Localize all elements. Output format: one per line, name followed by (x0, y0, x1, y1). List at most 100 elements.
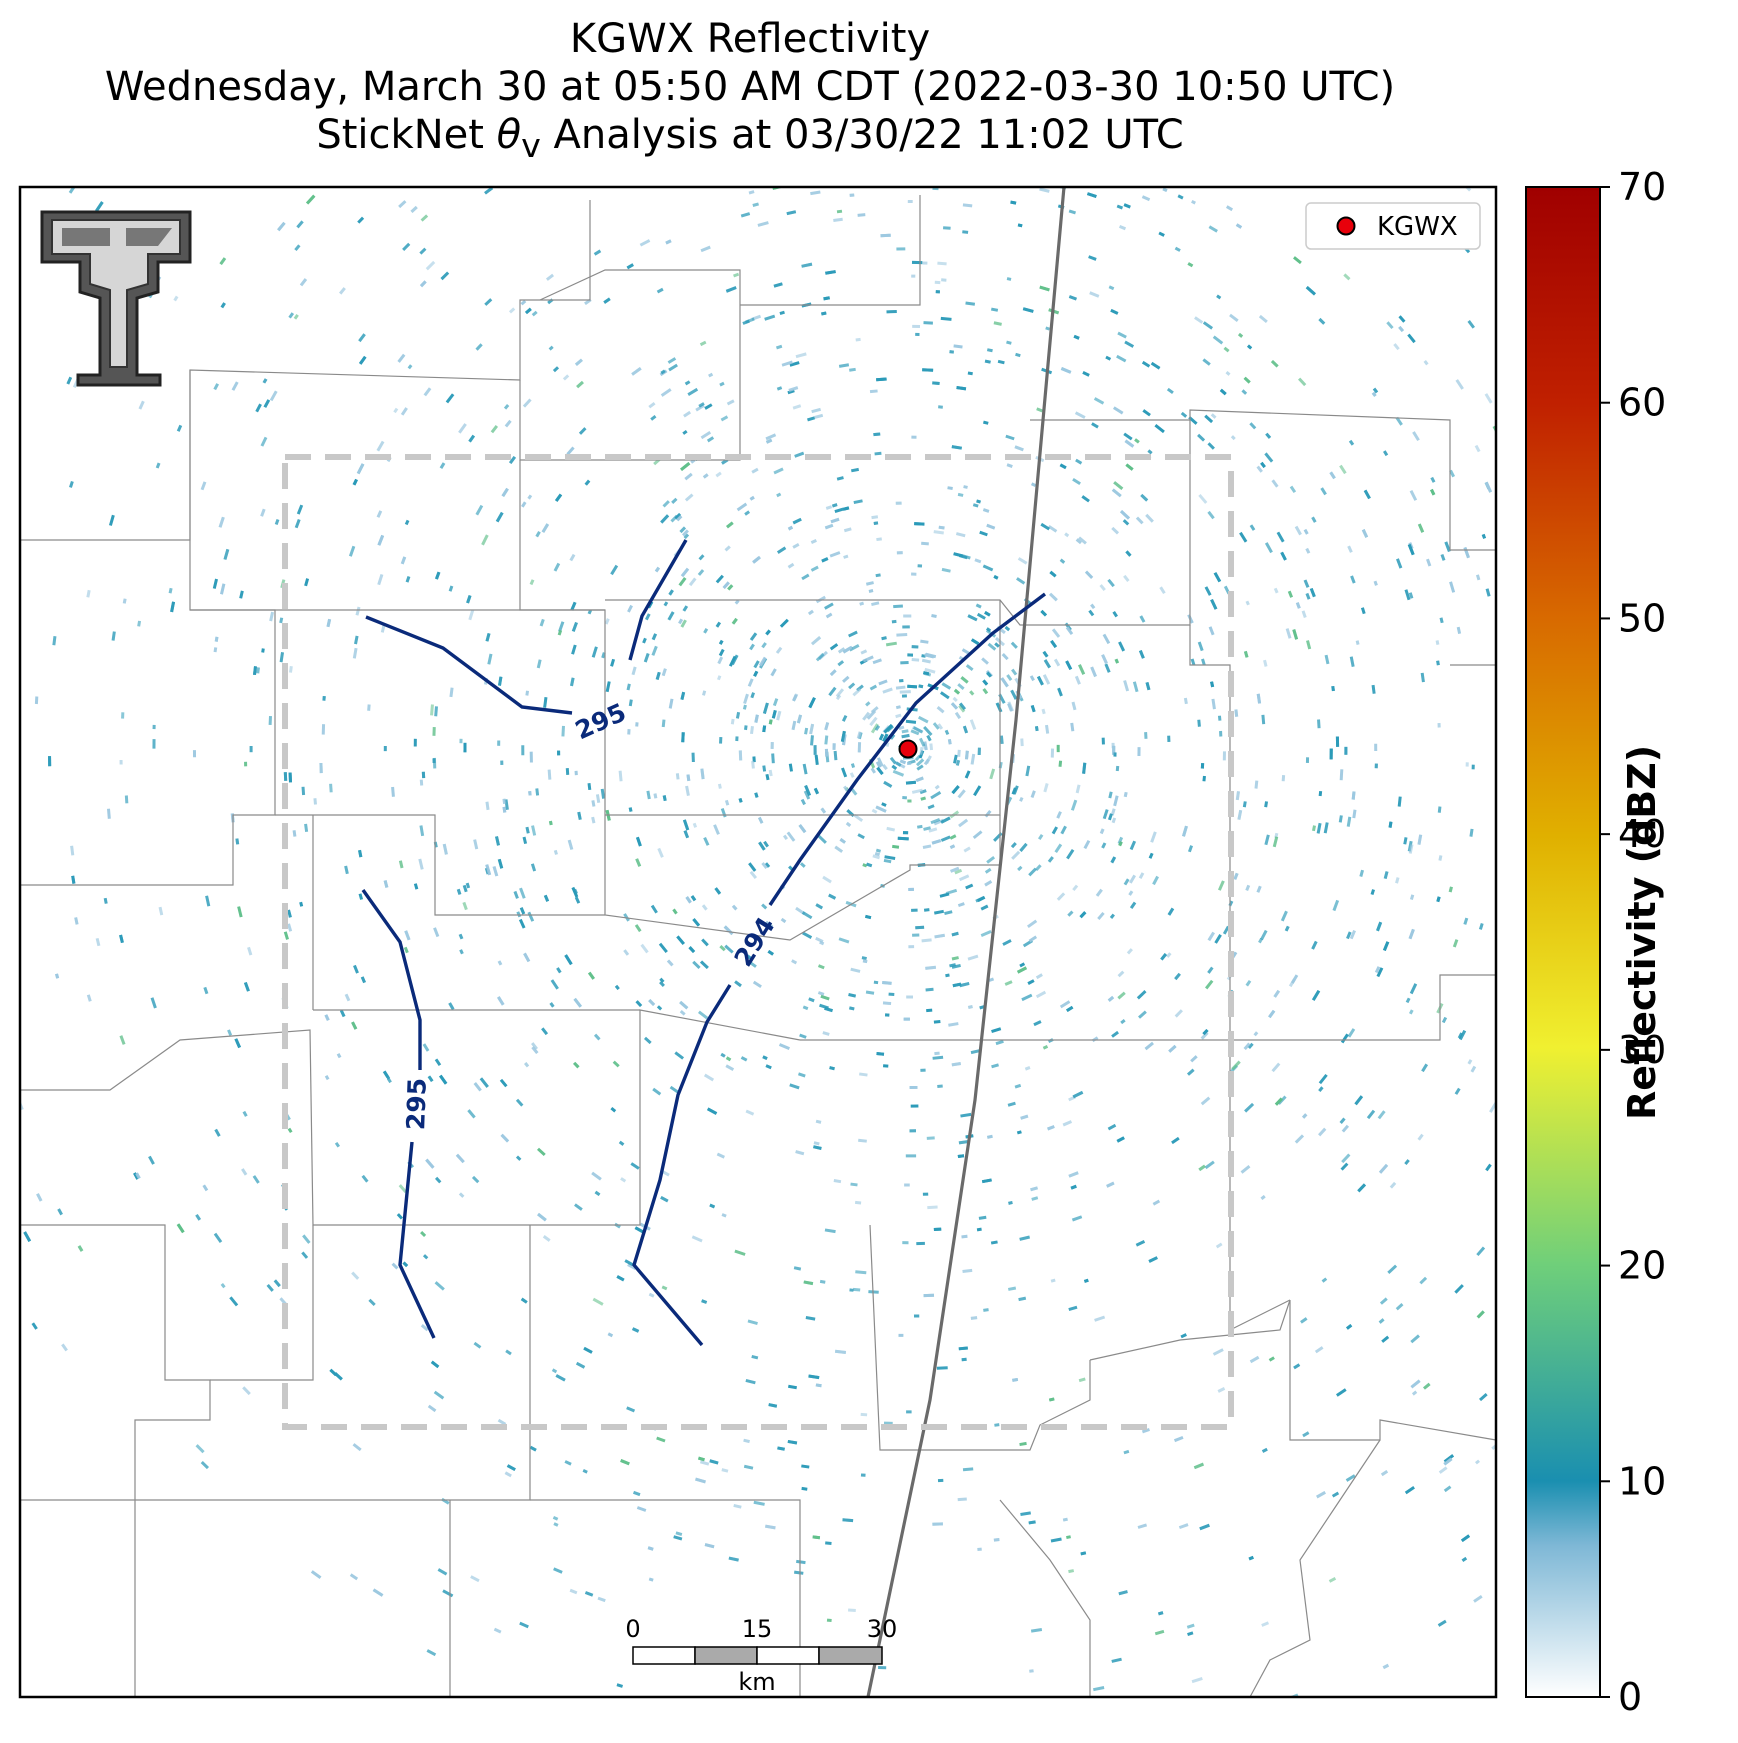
echo-gate (1217, 715, 1222, 721)
echo-gate (994, 1423, 1000, 1427)
echo-gate (831, 503, 838, 508)
echo-gate (916, 764, 924, 771)
echo-gate (1467, 320, 1475, 329)
echo-gate (218, 516, 225, 528)
echo-gate (787, 562, 795, 569)
echo-gate (1006, 277, 1012, 281)
echo-gate (1381, 1335, 1390, 1343)
echo-gate (422, 1254, 429, 1260)
echo-gate (1079, 911, 1087, 919)
echo-gate (703, 1073, 715, 1082)
echo-gate (931, 839, 942, 845)
echo-gate (698, 554, 705, 561)
echo-gate (567, 839, 574, 850)
echo-gate (103, 897, 108, 904)
echo-gate (1126, 948, 1133, 955)
echo-gate (1101, 842, 1107, 849)
echo-gate (765, 629, 771, 636)
echo-gate (708, 372, 714, 378)
echo-gate (1436, 896, 1441, 903)
echo-gate (293, 314, 299, 320)
echo-gate (889, 756, 897, 765)
echo-gate (965, 301, 976, 306)
echo-gate (1066, 1005, 1074, 1013)
echo-gate (497, 960, 503, 966)
echo-gate (1123, 432, 1133, 441)
echo-gate (548, 820, 553, 826)
echo-gate (1174, 972, 1181, 981)
echo-gate (1091, 422, 1099, 429)
echo-gate (1099, 828, 1105, 835)
echo-gate (1474, 444, 1481, 453)
echo-gate (891, 619, 897, 624)
echo-gate (1318, 1127, 1327, 1137)
echo-gate (377, 573, 384, 586)
echo-gate (1484, 393, 1493, 404)
echo-gate (915, 925, 925, 930)
echo-gate (919, 737, 926, 747)
echo-gate (995, 1039, 1004, 1046)
echo-gate (731, 654, 739, 666)
echo-gate (420, 1324, 429, 1332)
echo-gate (977, 895, 986, 903)
echo-gate (981, 1178, 992, 1184)
echo-gate (874, 451, 882, 456)
echo-gate (796, 1559, 806, 1565)
echo-gate (1347, 545, 1353, 553)
echo-gate (749, 870, 758, 879)
echo-gate (531, 310, 538, 317)
echo-gate (977, 747, 981, 756)
echo-gate (757, 221, 769, 227)
echo-gate (1329, 471, 1336, 480)
echo-gate (1035, 990, 1047, 999)
echo-gate (922, 261, 928, 265)
echo-gate (883, 1064, 889, 1068)
echo-gate (941, 682, 952, 690)
echo-gate (1022, 307, 1034, 313)
echo-gate (1208, 626, 1215, 636)
echo-gate (543, 696, 548, 708)
echo-gate (1205, 979, 1214, 990)
echo-gate (434, 1281, 445, 1291)
echo-gate (834, 1349, 847, 1354)
echo-gate (749, 495, 755, 501)
echo-gate (659, 981, 665, 987)
echo-gate (932, 1522, 943, 1526)
echo-gate (870, 723, 879, 734)
echo-gate (1311, 516, 1317, 523)
echo-gate (838, 363, 850, 368)
echo-gate (1128, 890, 1134, 896)
echo-gate (562, 374, 570, 381)
echo-gate (252, 1175, 260, 1184)
echo-gate (1062, 1120, 1073, 1127)
echo-gate (683, 533, 690, 540)
echo-gate (734, 980, 742, 988)
echo-gate (791, 959, 798, 965)
echo-gate (825, 612, 833, 619)
echo-gate (1461, 1556, 1468, 1562)
echo-gate (762, 725, 767, 733)
echo-gate (903, 614, 912, 618)
echo-gate (1008, 1200, 1013, 1205)
echo-gate (137, 620, 142, 627)
echo-gate (1417, 834, 1423, 845)
echo-gate (703, 628, 709, 634)
echo-gate (1351, 791, 1356, 800)
echo-gate (824, 735, 829, 745)
colorbar-tick-label: 20 (1618, 1244, 1666, 1288)
echo-gate (1101, 654, 1108, 664)
echo-gate (876, 377, 887, 382)
echo-gate (959, 874, 970, 882)
echo-gate (1190, 1055, 1198, 1063)
echo-gate (459, 949, 464, 955)
echo-gate (907, 653, 914, 657)
echo-gate (1019, 1235, 1031, 1241)
echo-gate (681, 732, 685, 743)
echo-gate (778, 1043, 790, 1051)
echo-gate (678, 618, 684, 625)
echo-gate (108, 514, 115, 526)
echo-gate (1064, 532, 1070, 538)
echo-gate (1057, 687, 1063, 697)
echo-gate (516, 911, 522, 918)
echo-gate (1398, 315, 1406, 323)
